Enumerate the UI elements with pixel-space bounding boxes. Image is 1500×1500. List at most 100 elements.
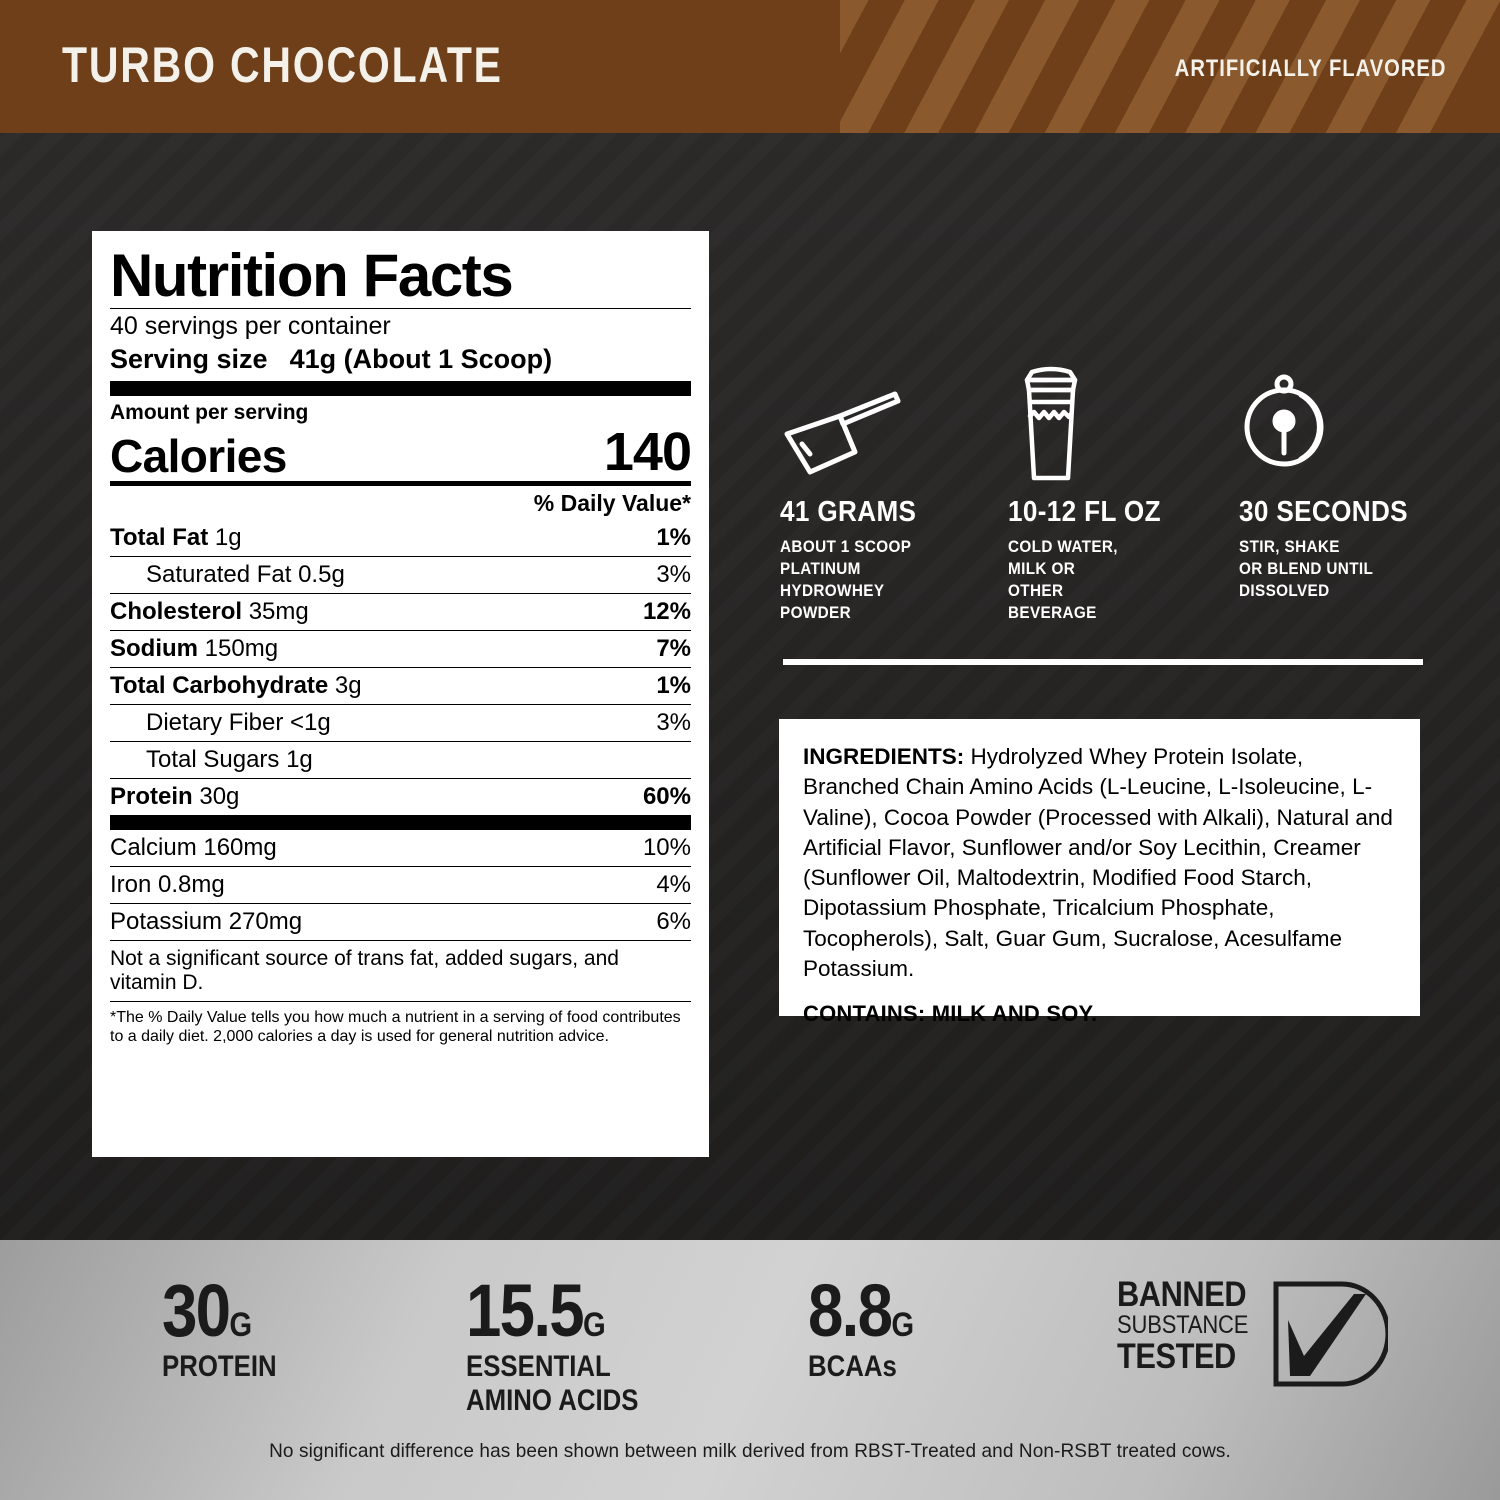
nutrient-row: Sodium 150mg 7%	[110, 631, 691, 667]
ingredients-label: INGREDIENTS:	[803, 744, 965, 769]
micronutrient-rows: Calcium 160mg 10% Iron 0.8mg 4% Potassium 27…	[110, 830, 691, 940]
stat-unit: G	[229, 1306, 253, 1344]
divider-rule	[110, 865, 691, 867]
scoop-icon	[780, 366, 995, 476]
stat-number: 15.5G	[466, 1269, 606, 1352]
direction-step-time: 30 SECONDS STIR, SHAKE OR BLEND UNTIL DI…	[1239, 366, 1454, 602]
direction-headline: 10-12 FL OZ	[1008, 496, 1161, 528]
nutrient-daily-value: 3%	[656, 560, 691, 588]
nutrient-row: Total Carbohydrate 3g 1%	[110, 668, 691, 704]
nutrient-row: Cholesterol 35mg 12%	[110, 594, 691, 630]
direction-detail: ABOUT 1 SCOOP PLATINUM HYDROWHEY POWDER	[780, 537, 912, 623]
ingredients-text: INGREDIENTS: Hydrolyzed Whey Protein Iso…	[803, 742, 1396, 984]
allergen-contains-statement: CONTAINS: MILK AND SOY.	[803, 1001, 1098, 1026]
stat-unit: G	[891, 1306, 915, 1344]
micronutrient-name: Iron 0.8mg	[110, 870, 225, 898]
stat-label: ESSENTIAL AMINO ACIDS	[466, 1350, 639, 1417]
micronutrient-name: Potassium 270mg	[110, 907, 303, 935]
badge-line-3: TESTED	[1117, 1336, 1236, 1376]
artificially-flavored-note: ARTIFICIALLY FLAVORED	[1174, 55, 1446, 82]
highlight-stats-bar: 30G PROTEIN 15.5G ESSENTIAL AMINO ACIDS …	[0, 1240, 1500, 1500]
nutrient-daily-value: 60%	[642, 782, 691, 810]
nutrient-rows: Total Fat 1g 1% Saturated Fat 0.5g 3% Choles…	[110, 520, 691, 815]
calories-label: Calories	[110, 429, 287, 482]
nutrient-name: Dietary Fiber <1g	[146, 708, 331, 736]
nutrient-name: Cholesterol 35mg	[110, 597, 309, 625]
badge-line-2: SUBSTANCE	[1117, 1310, 1249, 1339]
micronutrient-row: Calcium 160mg 10%	[110, 830, 691, 866]
nutrient-daily-value: 1%	[656, 523, 691, 551]
micronutrient-daily-value: 6%	[656, 907, 691, 935]
nutrient-daily-value: 3%	[656, 708, 691, 736]
stat-bcaas: 8.8G BCAAs	[808, 1269, 931, 1384]
servings-per-container: 40 servings per container	[110, 311, 391, 340]
nutrient-daily-value: 1%	[656, 671, 691, 699]
calories-value: 140	[603, 421, 692, 482]
stat-label: PROTEIN	[162, 1350, 277, 1384]
ingredients-list: Hydrolyzed Whey Protein Isolate, Branche…	[803, 744, 1393, 981]
divider-rule	[110, 555, 691, 557]
micronutrient-name: Calcium 160mg	[110, 833, 277, 861]
rbst-disclaimer: No significant difference has been shown…	[269, 1440, 1231, 1463]
divider-rule	[110, 307, 691, 309]
nutrition-facts-panel: Nutrition Facts 40 servings per containe…	[92, 231, 709, 1157]
nutrient-name: Total Fat 1g	[110, 523, 242, 551]
ingredients-panel: INGREDIENTS: Hydrolyzed Whey Protein Iso…	[779, 719, 1420, 1026]
divider-rule	[110, 740, 691, 742]
direction-detail: STIR, SHAKE OR BLEND UNTIL DISSOLVED	[1239, 537, 1374, 601]
divider-medium	[110, 480, 691, 486]
direction-step-liquid: 10-12 FL OZ COLD WATER, MILK OR OTHER BE…	[1008, 366, 1223, 624]
amount-per-serving-label: Amount per serving	[110, 400, 309, 424]
daily-value-header: % Daily Value*	[533, 489, 691, 516]
mixing-directions: 41 GRAMS ABOUT 1 SCOOP PLATINUM HYDROWHE…	[780, 366, 1440, 622]
divider-rule	[110, 629, 691, 631]
divider-rule	[110, 592, 691, 594]
nutrient-name: Total Sugars 1g	[146, 745, 313, 773]
nutrition-facts-title: Nutrition Facts	[110, 242, 514, 309]
direction-step-scoop: 41 GRAMS ABOUT 1 SCOOP PLATINUM HYDROWHE…	[780, 366, 995, 624]
divider-rule-3	[110, 1001, 691, 1003]
shaker-bottle-icon	[1008, 366, 1223, 481]
not-significant-source-note: Not a significant source of trans fat, a…	[110, 946, 619, 995]
divider-rule-2	[110, 939, 691, 941]
banned-substance-tested-badge: BANNED SUBSTANCE TESTED	[1117, 1275, 1391, 1393]
divider-rule	[110, 666, 691, 668]
divider-rule	[110, 703, 691, 705]
nutrient-row: Protein 30g 60%	[110, 779, 691, 815]
daily-value-footnote: *The % Daily Value tells you how much a …	[110, 1009, 681, 1046]
divider-rule	[110, 777, 691, 779]
nutrient-row: Total Sugars 1g	[110, 742, 691, 778]
serving-size-value: 41g (About 1 Scoop)	[289, 344, 553, 375]
stat-number: 30G	[162, 1269, 253, 1352]
flavor-header-banner: TURBO CHOCOLATE ARTIFICIALLY FLAVORED	[0, 0, 1500, 133]
nutrient-name: Protein 30g	[110, 782, 240, 810]
divider-thick	[110, 380, 691, 396]
badge-line-1: BANNED	[1117, 1275, 1247, 1314]
nutrient-daily-value: 12%	[642, 597, 691, 625]
flavor-name: TURBO CHOCOLATE	[62, 37, 503, 93]
nutrient-row: Saturated Fat 0.5g 3%	[110, 557, 691, 593]
divider-rule	[110, 902, 691, 904]
nutrient-name: Total Carbohydrate 3g	[110, 671, 362, 699]
stat-number: 8.8G	[808, 1269, 915, 1352]
banned-substance-tested-text: BANNED SUBSTANCE TESTED	[1117, 1275, 1249, 1376]
nutrient-name: Saturated Fat 0.5g	[146, 560, 345, 588]
stat-unit: G	[582, 1306, 606, 1344]
stat-label: BCAAs	[808, 1350, 897, 1384]
nutrient-daily-value: 7%	[656, 634, 691, 662]
micronutrient-row: Iron 0.8mg 4%	[110, 867, 691, 903]
checkmark-badge-icon	[1270, 1280, 1391, 1393]
stat-protein: 30G PROTEIN	[162, 1269, 295, 1384]
divider-thick-2	[110, 814, 691, 830]
serving-size-row: Serving size 41g (About 1 Scoop)	[110, 341, 691, 380]
stat-essential-amino-acids: 15.5G ESSENTIAL AMINO ACIDS	[466, 1269, 667, 1417]
direction-detail: COLD WATER, MILK OR OTHER BEVERAGE	[1008, 537, 1118, 623]
serving-size-label: Serving size	[110, 344, 268, 375]
stopwatch-icon	[1239, 366, 1454, 476]
header-stripe-pattern	[840, 0, 1500, 133]
section-divider-line	[783, 659, 1423, 665]
direction-headline: 30 SECONDS	[1239, 496, 1408, 528]
nutrient-row: Total Fat 1g 1%	[110, 520, 691, 556]
direction-headline: 41 GRAMS	[780, 496, 917, 528]
